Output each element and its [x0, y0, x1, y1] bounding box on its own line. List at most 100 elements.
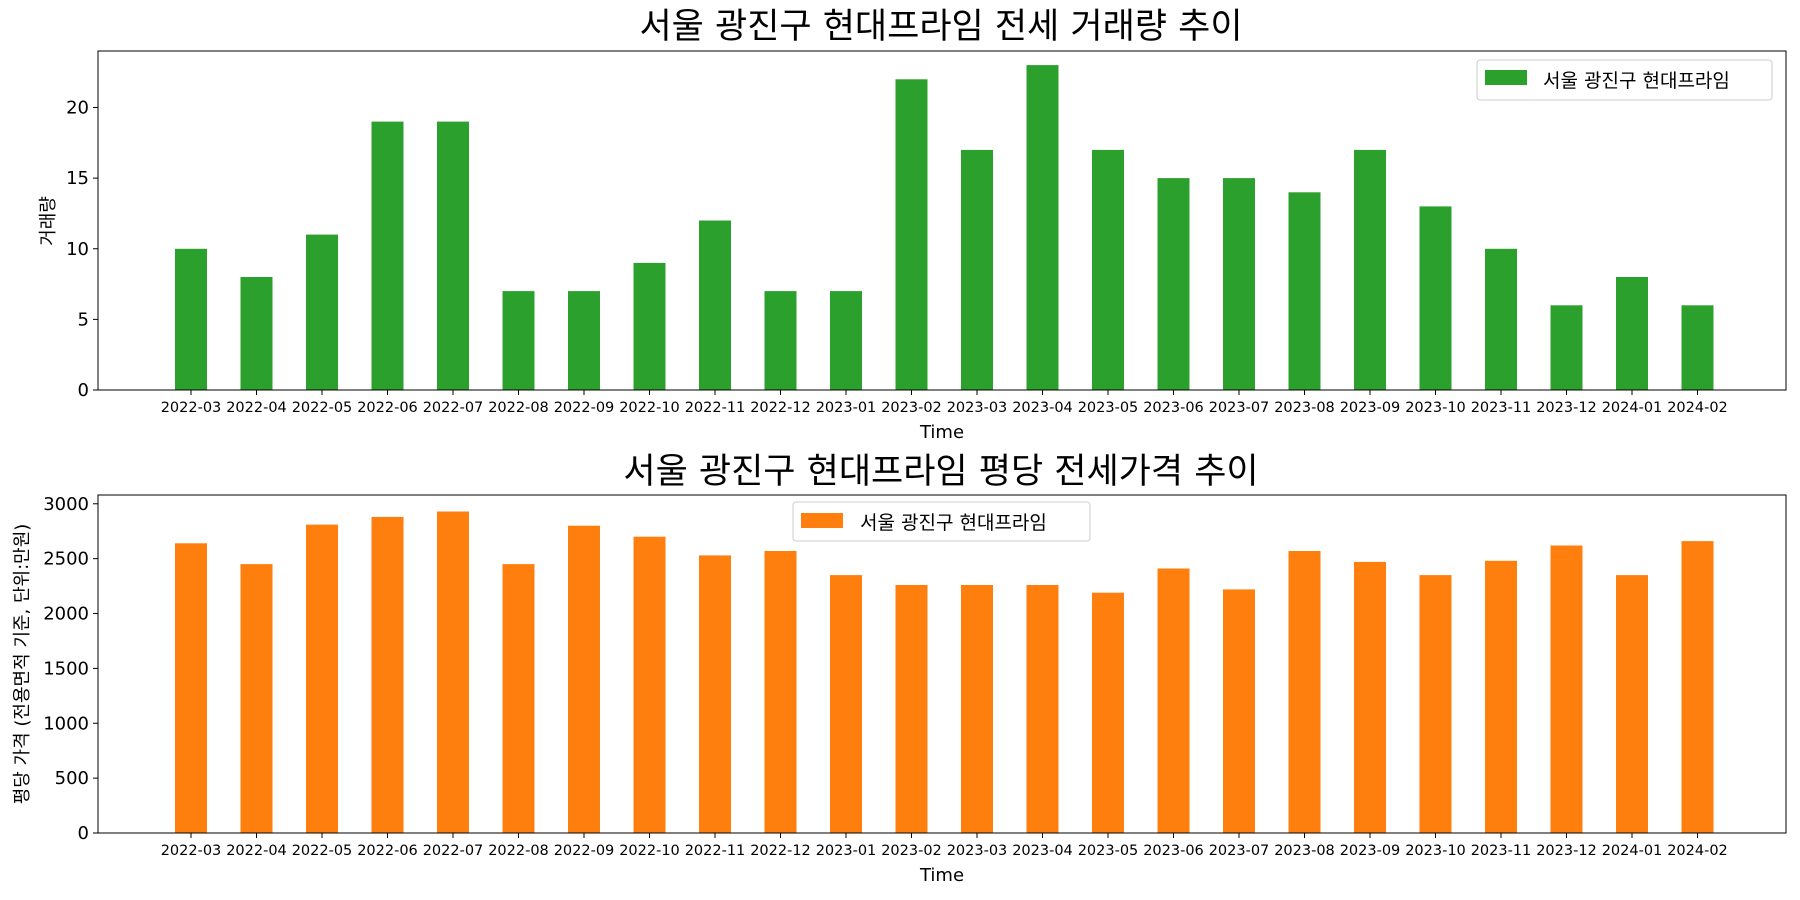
- chart-bottom-bar-2023-11: [1485, 560, 1517, 833]
- chart-top-bar-2023-10: [1419, 206, 1452, 390]
- chart-top-legend-swatch: [1485, 70, 1527, 85]
- chart-top-x-tick-label: 2023-08: [1274, 400, 1335, 416]
- chart-bottom-x-axis-label: Time: [919, 865, 964, 886]
- chart-bottom-bar-2023-01: [830, 575, 862, 833]
- chart-top-bar-2023-06: [1157, 178, 1190, 390]
- chart-top-y-tick-label: 20: [66, 98, 89, 119]
- chart-bottom-bar-2023-07: [1223, 589, 1255, 833]
- chart-bottom-x-tick-label: 2023-02: [881, 843, 942, 859]
- chart-bottom-bar-2023-05: [1092, 592, 1124, 833]
- chart-top-bar-2022-06: [371, 121, 404, 390]
- chart-top-x-tick-label: 2024-02: [1667, 400, 1728, 416]
- chart-bottom-y-tick-label: 3000: [43, 494, 89, 515]
- chart-top-bar-2022-12: [764, 291, 797, 390]
- chart-top-x-tick-label: 2022-12: [750, 400, 811, 416]
- chart-bottom-x-tick-label: 2022-07: [423, 843, 484, 859]
- chart-top-bar-2022-11: [699, 220, 731, 390]
- chart-top-bars: [175, 65, 1714, 391]
- chart-top-x-tick-label: 2022-08: [488, 400, 549, 416]
- chart-top-y-tick-label: 5: [78, 309, 89, 330]
- chart-bottom-bar-2022-05: [306, 524, 338, 833]
- chart-bottom-x-tick-label: 2022-12: [750, 843, 811, 859]
- chart-bottom-y-tick-label: 1500: [43, 658, 89, 679]
- chart-top-bar-2023-09: [1354, 149, 1386, 390]
- chart-top-legend-frame: [1476, 59, 1773, 101]
- chart-bottom: 서울 광진구 현대프라임 평당 전세가격 추이 0 500 1000 1500 2000…: [12, 452, 1787, 886]
- chart-top-y-tick-label: 10: [66, 239, 89, 260]
- chart-top-x-axis-label: Time: [919, 422, 964, 443]
- chart-bottom-legend-label: 서울 광진구 현대프라임: [860, 512, 1047, 534]
- chart-bottom-bar-2022-12: [764, 551, 797, 833]
- chart-top-x-tick-label: 2023-11: [1471, 400, 1532, 416]
- chart-top-bar-2024-02: [1681, 305, 1714, 391]
- chart-top-x-tick-label: 2022-07: [423, 400, 484, 416]
- chart-top-x-tick-label: 2022-09: [554, 400, 615, 416]
- chart-bottom-y-tick-label: 2500: [43, 549, 89, 570]
- chart-bottom-x-tick-label: 2023-07: [1209, 843, 1270, 859]
- chart-bottom-bar-2023-03: [961, 585, 993, 833]
- chart-top-x-tick-label: 2023-03: [947, 400, 1008, 416]
- chart-top-y-tick-label: 15: [66, 168, 89, 189]
- chart-bottom-y-tick-label: 0: [78, 823, 89, 844]
- chart-top-x-tick-label: 2023-09: [1340, 400, 1401, 416]
- chart-bottom-y-ticks: 0 500 1000 1500 2000 2500 3000: [43, 494, 98, 844]
- chart-bottom-x-tick-label: 2022-05: [292, 843, 353, 859]
- chart-bottom-bar-2022-11: [699, 555, 731, 833]
- chart-bottom-y-axis-label: 평당 가격 (전용면적 기준, 단위:만원): [12, 524, 33, 805]
- chart-bottom-bar-2022-09: [568, 525, 600, 833]
- chart-bottom-bar-2023-10: [1419, 575, 1452, 833]
- chart-top-x-tick-label: 2022-05: [292, 400, 353, 416]
- chart-bottom-x-tick-label: 2024-02: [1667, 843, 1728, 859]
- chart-top-x-tick-label: 2023-12: [1536, 400, 1597, 416]
- chart-bottom-bar-2023-12: [1550, 545, 1583, 833]
- chart-bottom-bar-2022-04: [240, 564, 273, 833]
- chart-bottom-x-tick-label: 2023-03: [947, 843, 1008, 859]
- chart-top-bar-2023-02: [895, 79, 928, 391]
- chart-top-legend: 서울 광진구 현대프라임: [1476, 59, 1773, 101]
- chart-bottom-x-tick-label: 2022-10: [619, 843, 680, 859]
- chart-bottom-x-tick-label: 2022-11: [685, 843, 746, 859]
- chart-bottom-legend: 서울 광진구 현대프라임: [792, 501, 1091, 542]
- chart-bottom-bar-2023-02: [895, 585, 928, 833]
- chart-top-x-tick-label: 2023-01: [816, 400, 877, 416]
- chart-top-x-tick-label: 2023-10: [1405, 400, 1466, 416]
- chart-top-bar-2022-07: [437, 121, 469, 390]
- chart-bottom-x-tick-label: 2023-10: [1405, 843, 1466, 859]
- chart-top-bar-2022-03: [175, 248, 207, 391]
- chart-bottom-bar-2023-09: [1354, 561, 1386, 833]
- chart-top-bar-2022-09: [568, 291, 600, 390]
- chart-top-bar-2022-10: [633, 262, 666, 390]
- chart-top-x-tick-label: 2022-04: [226, 400, 287, 416]
- chart-bottom-bar-2022-07: [437, 511, 469, 833]
- chart-bottom-bar-2024-02: [1681, 541, 1714, 833]
- chart-bottom-legend-swatch: [801, 513, 843, 528]
- chart-bottom-x-ticks: 2022-03 2022-04 2022-05 2022-06 2022-07 2022-…: [161, 833, 1728, 859]
- chart-top-y-tick-label: 0: [78, 380, 89, 401]
- chart-bottom-title: 서울 광진구 현대프라임 평당 전세가격 추이: [623, 452, 1258, 492]
- chart-bottom-bar-2022-06: [371, 516, 404, 833]
- chart-bottom-x-tick-label: 2024-01: [1602, 843, 1663, 859]
- chart-top-bar-2023-04: [1026, 65, 1059, 390]
- chart-bottom-x-tick-label: 2023-08: [1274, 843, 1335, 859]
- chart-top-x-tick-label: 2022-06: [357, 400, 418, 416]
- chart-bottom-bar-2023-06: [1157, 568, 1190, 833]
- chart-top-title: 서울 광진구 현대프라임 전세 거래량 추이: [639, 7, 1242, 47]
- chart-bottom-bars: [175, 511, 1714, 833]
- chart-bottom-x-tick-label: 2022-09: [554, 843, 615, 859]
- chart-top-x-tick-label: 2022-03: [161, 400, 222, 416]
- chart-top-bar-2023-03: [961, 149, 993, 390]
- chart-bottom-x-tick-label: 2023-06: [1143, 843, 1204, 859]
- chart-top-x-tick-label: 2022-11: [685, 400, 746, 416]
- chart-top-y-ticks: 0 5 10 15 20: [66, 98, 98, 401]
- chart-bottom-legend-frame: [792, 501, 1091, 542]
- chart-bottom-x-tick-label: 2022-06: [357, 843, 418, 859]
- chart-top-legend-label: 서울 광진구 현대프라임: [1543, 70, 1730, 92]
- chart-top-bar-2023-05: [1092, 149, 1124, 390]
- chart-bottom-x-tick-label: 2023-09: [1340, 843, 1401, 859]
- chart-bottom-x-tick-label: 2023-05: [1078, 843, 1139, 859]
- chart-bottom-bar-2024-01: [1616, 575, 1648, 833]
- chart-bottom-y-tick-label: 500: [55, 768, 89, 789]
- chart-top-bar-2023-08: [1288, 192, 1321, 391]
